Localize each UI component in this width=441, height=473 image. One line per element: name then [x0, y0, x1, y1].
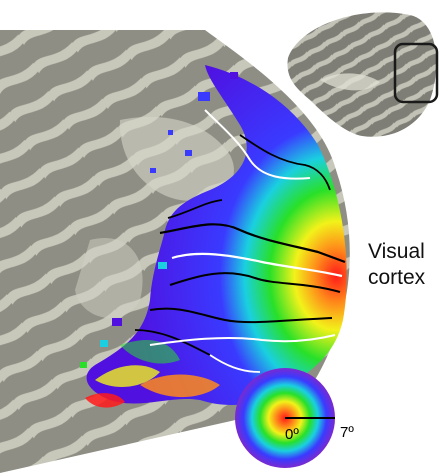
eccentricity-center-label: 0º: [285, 426, 299, 443]
eccentricity-legend: [235, 368, 335, 468]
visual-cortex-label-line1: Visual: [368, 240, 425, 263]
visual-cortex-label-line2: cortex: [368, 266, 426, 289]
eccentricity-edge-label: 7º: [340, 424, 354, 441]
area-boundaries: [134, 109, 346, 373]
hemisphere-inset: [287, 12, 439, 137]
inset-highlight-box: [393, 42, 439, 104]
